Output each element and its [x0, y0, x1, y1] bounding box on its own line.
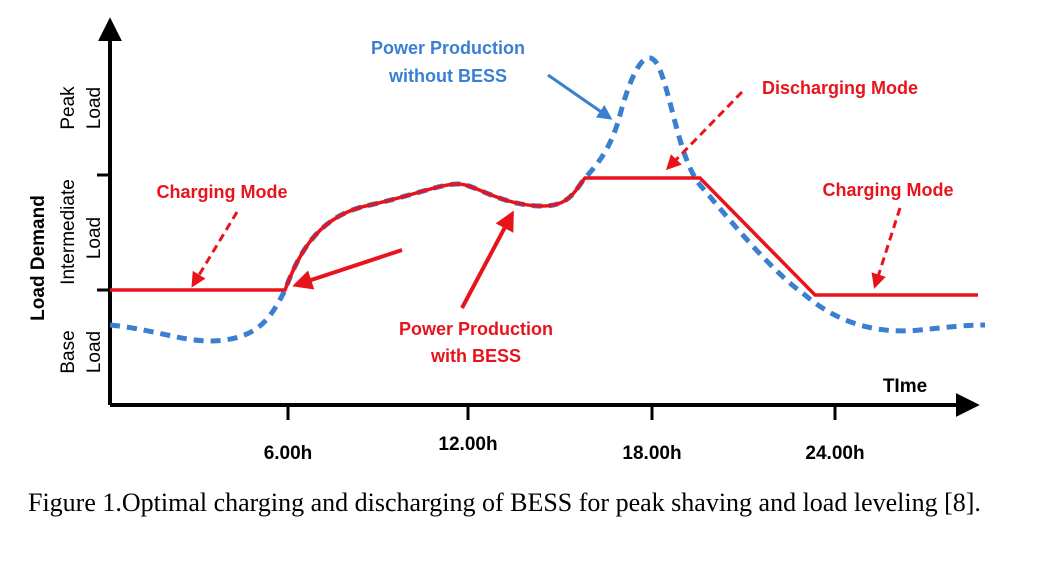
- arrow-power-with-to-curve: [460, 210, 514, 309]
- label-discharging-mode: Discharging Mode: [762, 78, 918, 98]
- power-with-bess-curve: [110, 176, 978, 297]
- label-power-with-line2: with BESS: [430, 346, 521, 366]
- label-charging-mode-right: Charging Mode: [823, 180, 954, 200]
- arrow-charging-right: [871, 207, 902, 289]
- arrow-discharging: [665, 90, 744, 171]
- x-tick-label-12h: 12.00h: [438, 434, 497, 455]
- band-base-line1: Base: [58, 330, 79, 373]
- band-peak-line2: Load: [84, 87, 105, 129]
- x-axis-title: TIme: [883, 376, 927, 397]
- band-base-line2: Load: [84, 331, 105, 373]
- arrow-charging-left: [191, 211, 239, 288]
- label-power-without-line1: Power Production: [371, 38, 525, 58]
- band-peak-line1: Peak: [58, 86, 79, 130]
- figure-caption: Figure 1.Optimal charging and dischargin…: [28, 488, 981, 517]
- label-power-with-line1: Power Production: [399, 319, 553, 339]
- arrow-power-without: [547, 73, 613, 120]
- band-intermediate-line2: Load: [84, 217, 105, 259]
- y-axis-title: Load Demand: [28, 195, 49, 321]
- band-intermediate-line1: Intermediate: [58, 179, 79, 285]
- x-tick-label-18h: 18.00h: [622, 443, 681, 464]
- label-power-without-line2: without BESS: [388, 66, 507, 86]
- label-charging-mode-left: Charging Mode: [157, 182, 288, 202]
- arrow-power-with-to-flat: [292, 248, 403, 290]
- x-tick-label-24h: 24.00h: [805, 443, 864, 464]
- power-without-bess-curve: [109, 55, 986, 344]
- x-tick-label-6h: 6.00h: [264, 443, 313, 464]
